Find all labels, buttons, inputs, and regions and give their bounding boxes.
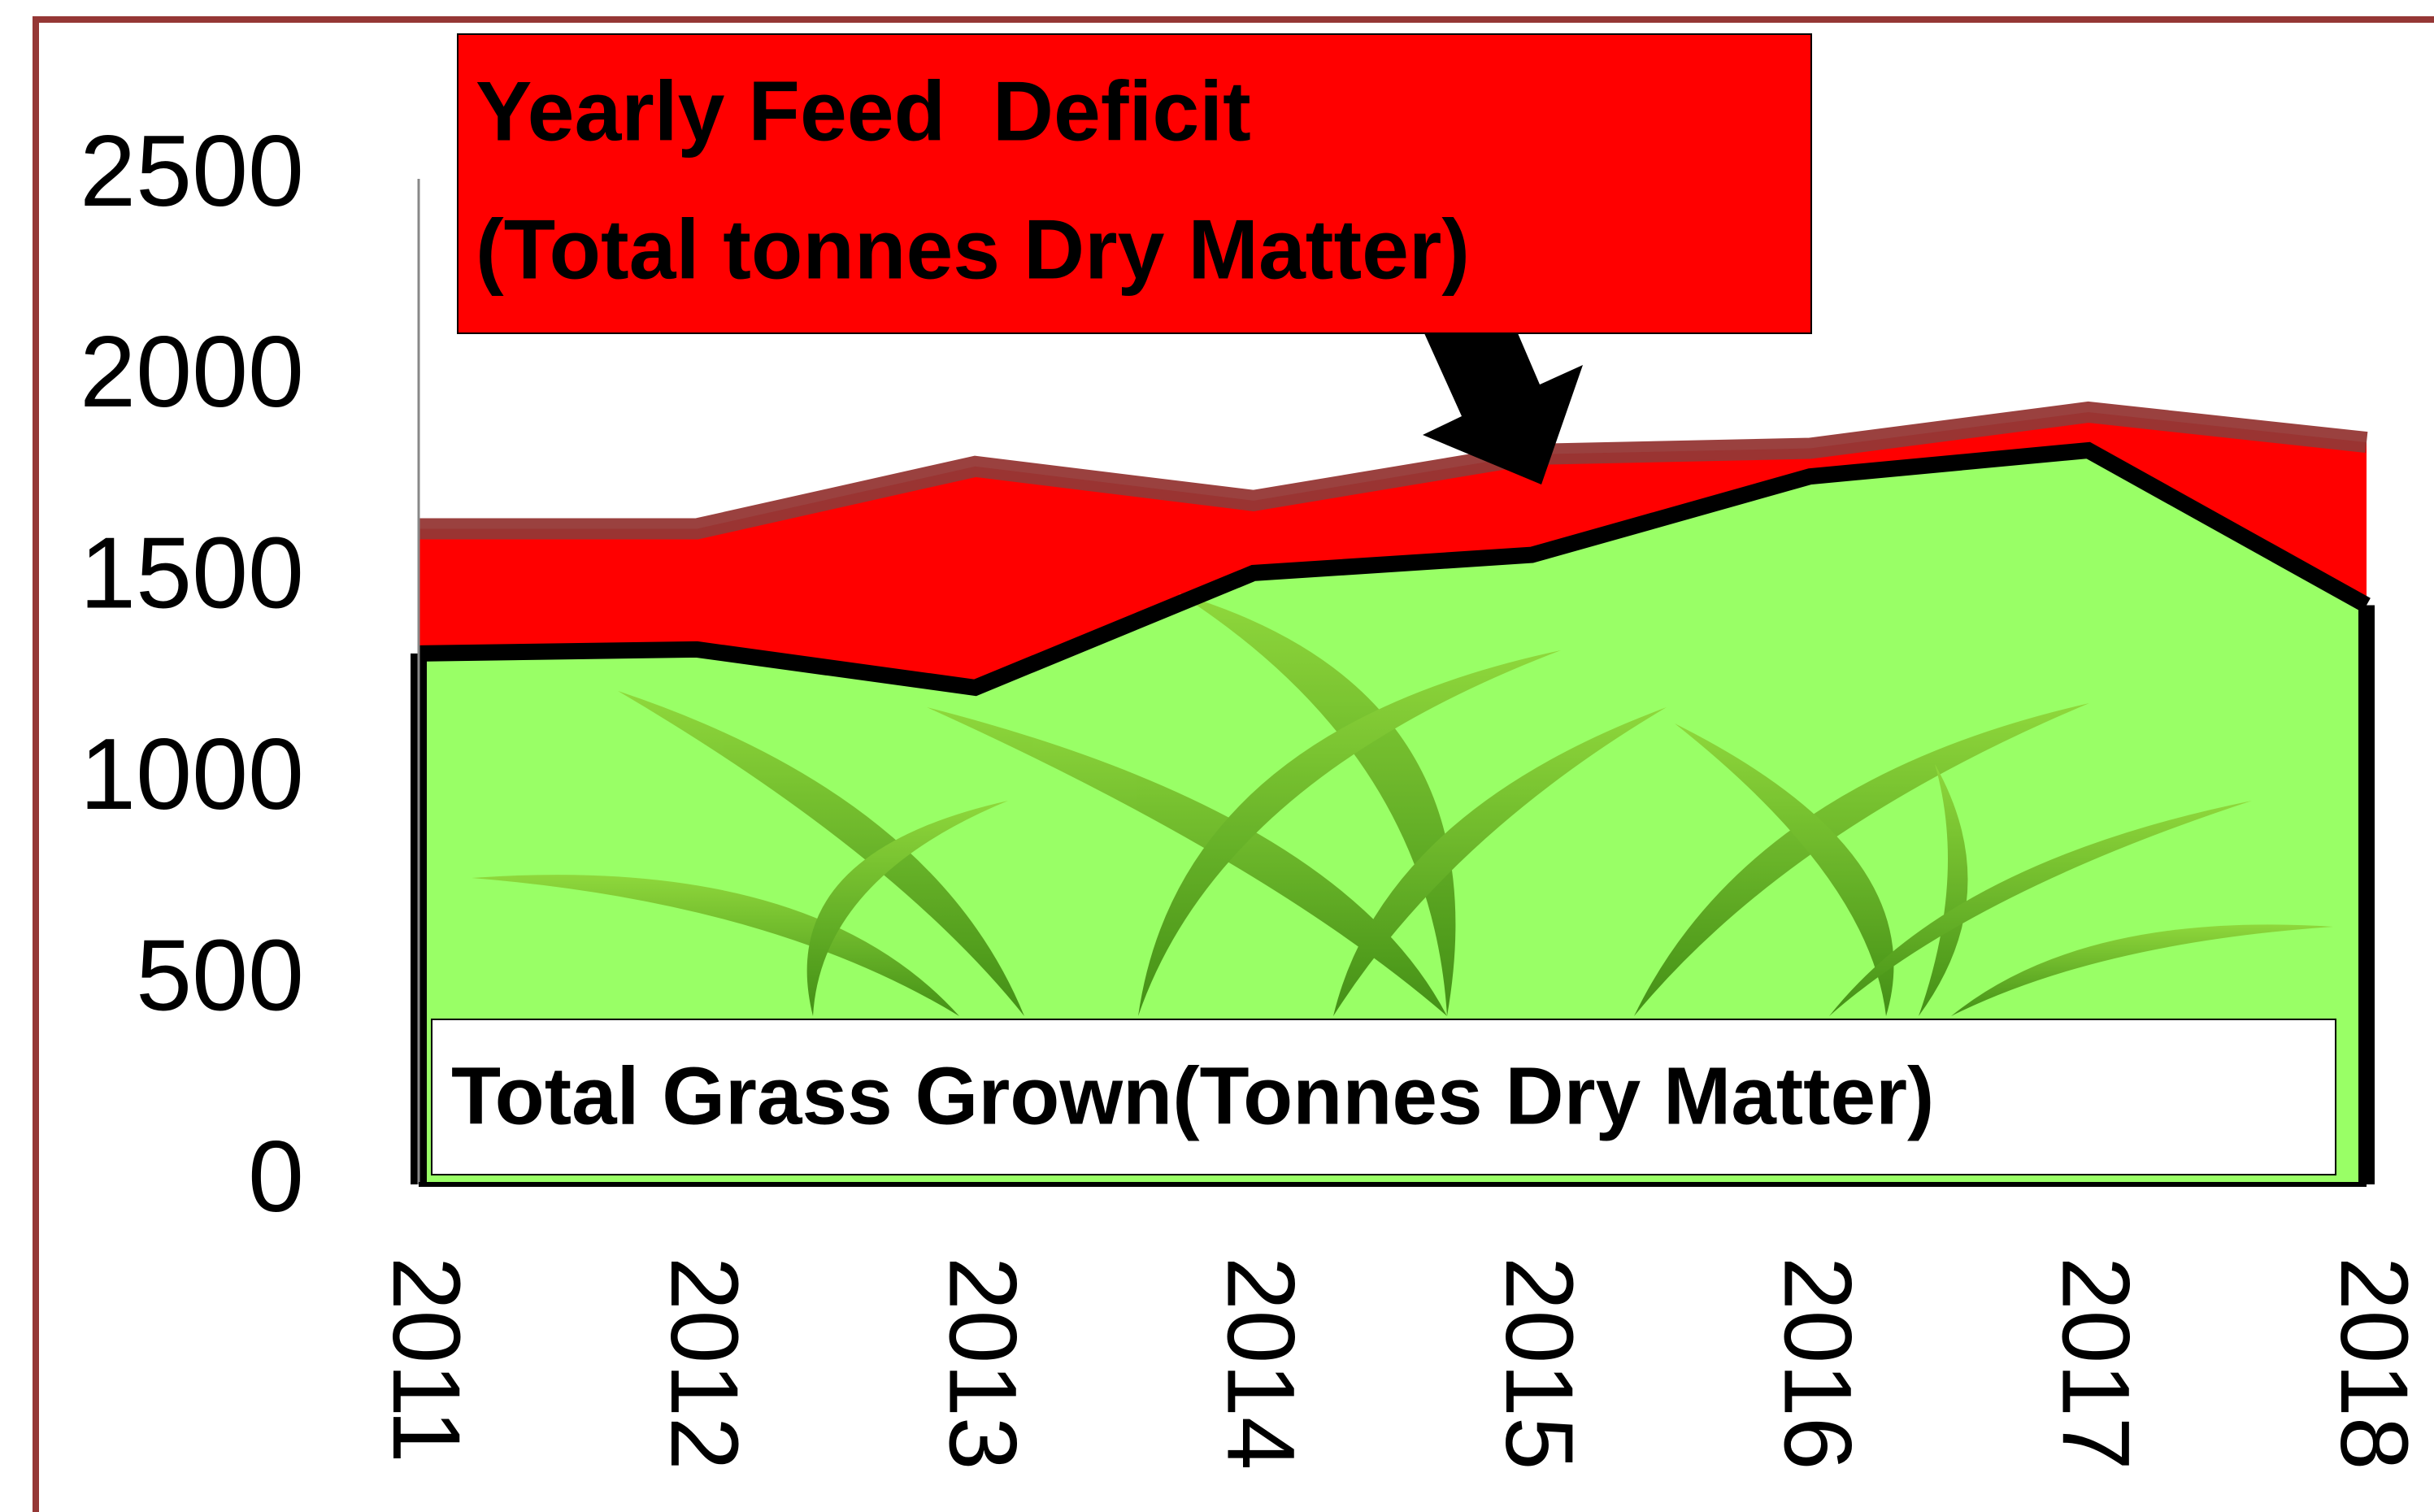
y-tick-label: 1000 bbox=[80, 719, 304, 831]
y-tick-label: 0 bbox=[248, 1121, 304, 1233]
x-tick-label: 2015 bbox=[1485, 1257, 1593, 1471]
y-tick-label: 2500 bbox=[80, 115, 304, 228]
x-tick-label: 2017 bbox=[2042, 1257, 2149, 1471]
y-tick-label: 1500 bbox=[80, 518, 304, 630]
x-tick-label: 2014 bbox=[1207, 1257, 1315, 1471]
y-tick-label: 500 bbox=[136, 919, 304, 1032]
x-tick-label: 2013 bbox=[928, 1257, 1036, 1471]
chart: Yearly Feed Deficit (Total tonnes Dry Ma… bbox=[0, 0, 2434, 1512]
deficit-label: Yearly Feed Deficit bbox=[476, 64, 1251, 159]
x-tick-label: 2012 bbox=[650, 1257, 758, 1471]
x-tick-label: 2018 bbox=[2320, 1257, 2427, 1471]
deficit-label: (Total tonnes Dry Matter) bbox=[476, 202, 1470, 297]
x-tick-label: 2011 bbox=[372, 1257, 480, 1463]
grass-label: Total Grass Grown(Tonnes Dry Matter) bbox=[451, 1050, 1934, 1141]
y-tick-label: 2000 bbox=[80, 316, 304, 428]
page: Yearly Feed Deficit (Total tonnes Dry Ma… bbox=[0, 0, 2434, 1512]
x-tick-label: 2016 bbox=[1763, 1257, 1871, 1471]
